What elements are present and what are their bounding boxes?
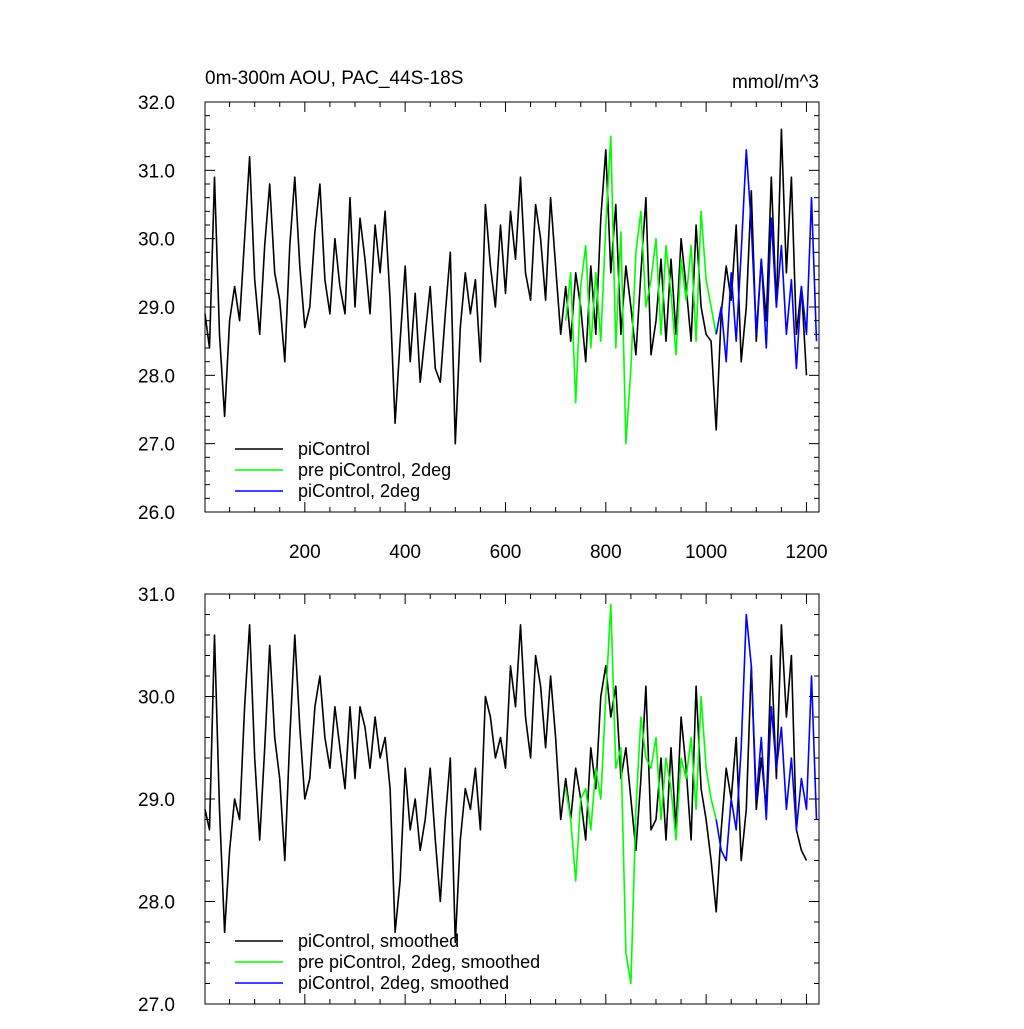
top-legend-label-pre-picontrol-2deg: pre piControl, 2deg [298, 460, 451, 480]
top-chart-title: 0m-300m AOU, PAC_44S-18S [205, 68, 463, 89]
top-y-tick-label: 30.0 [138, 230, 175, 251]
bottom-y-tick-label: 29.0 [138, 790, 175, 811]
top-legend-label-picontrol: piControl [298, 439, 370, 459]
top-y-tick-label: 28.0 [138, 366, 175, 387]
bottom-legend-label-pre-picontrol-2deg-smoothed: pre piControl, 2deg, smoothed [298, 952, 540, 972]
bottom-y-tick-label: 27.0 [138, 995, 175, 1016]
bottom-y-tick-label: 30.0 [138, 688, 175, 709]
top-x-tick-label: 800 [590, 542, 622, 563]
bottom-series-line-picontrol-smoothed [204, 624, 808, 944]
top-x-tick-label: 1000 [685, 542, 727, 563]
top-y-tick-label: 32.0 [138, 93, 175, 114]
top-y-tick-label: 26.0 [138, 503, 175, 524]
bottom-y-tick-label: 31.0 [138, 585, 175, 606]
top-y-tick-label: 31.0 [138, 161, 175, 182]
bottom-y-tick-label: 28.0 [138, 893, 175, 914]
top-x-tick-label: 400 [389, 542, 421, 563]
top-series-line-pre-picontrol-2deg [564, 135, 717, 445]
top-y-tick-label: 29.0 [138, 298, 175, 319]
top-chart-units: mmol/m^3 [732, 72, 819, 93]
top-y-tick-label: 27.0 [138, 435, 175, 456]
top-x-tick-label: 1200 [785, 542, 827, 563]
top-legend-label-picontrol-2deg: piControl, 2deg [298, 481, 420, 501]
top-x-tick-label: 600 [490, 542, 522, 563]
top-panel: 0m-300m AOU, PAC_44S-18S mmol/m^3 200 400… [138, 68, 828, 563]
top-series-line-picontrol-2deg [715, 149, 818, 370]
bottom-legend-label-picontrol-smoothed: piControl, smoothed [298, 931, 459, 951]
bottom-series-line-picontrol-2deg-smoothed [715, 613, 818, 862]
top-x-tick-label: 200 [289, 542, 321, 563]
bottom-legend-label-picontrol-2deg-smoothed: piControl, 2deg, smoothed [298, 973, 509, 993]
bottom-series-line-pre-picontrol-2deg-smoothed [564, 603, 717, 985]
top-series-line-picontrol [204, 128, 808, 445]
